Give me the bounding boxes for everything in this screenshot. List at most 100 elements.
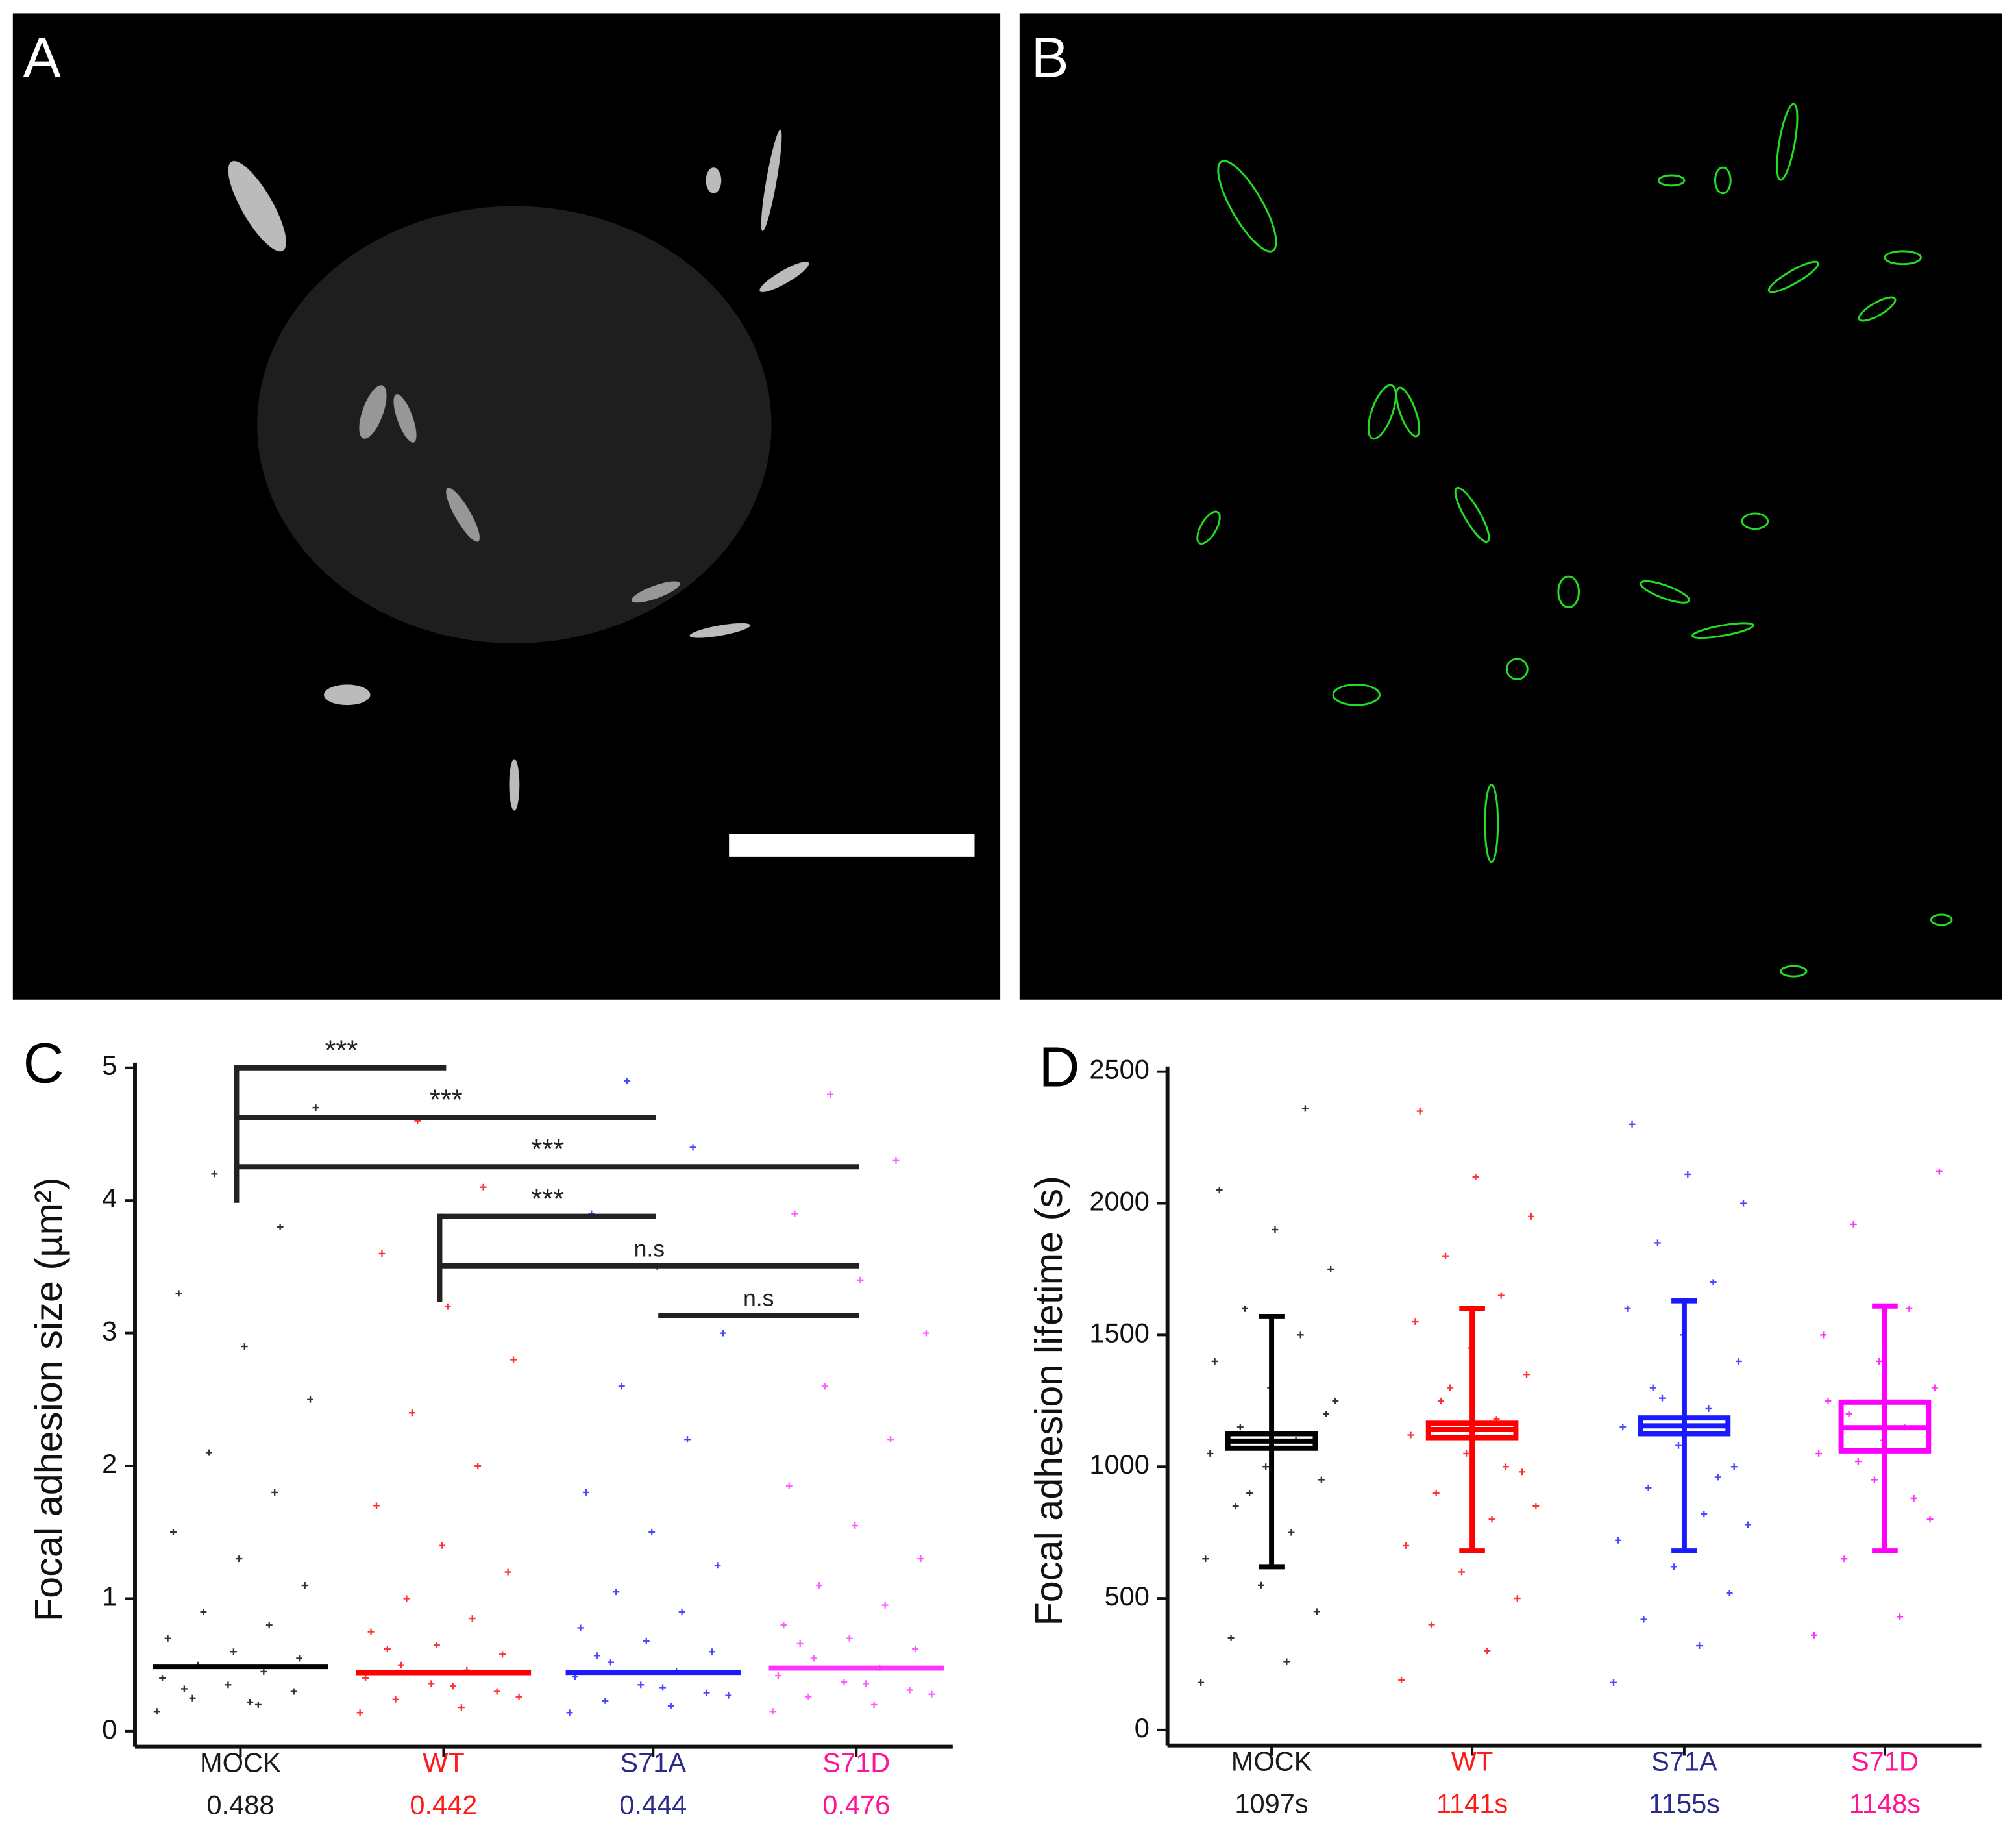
data-point (1649, 1384, 1656, 1391)
data-point (515, 1693, 522, 1700)
data-point (659, 1684, 667, 1691)
data-point (922, 1330, 929, 1337)
value-label: 0.488 (206, 1790, 274, 1820)
data-point (852, 1522, 859, 1529)
data-point (211, 1170, 218, 1178)
data-point (774, 1672, 781, 1679)
data-point (189, 1694, 196, 1702)
data-point (1211, 1357, 1218, 1365)
data-point (827, 1091, 834, 1098)
y-tick-label: 4 (102, 1183, 117, 1213)
y-tick-label: 2500 (1089, 1054, 1149, 1085)
data-point (805, 1693, 812, 1700)
value-label: 0.442 (410, 1790, 477, 1820)
category-label: S71D (822, 1747, 890, 1777)
data-point (1735, 1357, 1742, 1365)
data-point (821, 1383, 828, 1390)
panel-label: D (1039, 1036, 1080, 1099)
data-point (1845, 1411, 1852, 1418)
data-point (667, 1703, 674, 1709)
value-label: 0.444 (619, 1790, 687, 1820)
data-point (593, 1652, 600, 1659)
panel-label: B (1031, 27, 1069, 90)
data-point (1811, 1631, 1817, 1639)
data-point (277, 1224, 284, 1231)
data-point (1654, 1239, 1661, 1246)
data-point (1696, 1642, 1703, 1650)
data-point (1442, 1252, 1449, 1259)
data-point (1876, 1357, 1882, 1365)
data-point (637, 1681, 645, 1689)
category-label: MOCK (200, 1747, 281, 1777)
data-point (265, 1622, 273, 1629)
data-point (301, 1582, 308, 1589)
data-point (1514, 1595, 1521, 1602)
data-point (725, 1692, 732, 1699)
data-point (1670, 1563, 1677, 1570)
data-point (1523, 1371, 1530, 1378)
data-point (917, 1555, 924, 1563)
data-point (1313, 1608, 1320, 1615)
data-point (1327, 1265, 1334, 1272)
value-label: 1155s (1649, 1789, 1720, 1819)
data-point (1407, 1431, 1414, 1439)
data-point (1705, 1405, 1712, 1412)
micrograph-b (1019, 13, 2002, 1000)
data-point (863, 1680, 869, 1687)
data-point (1910, 1494, 1917, 1502)
data-point (271, 1489, 278, 1496)
data-point (1416, 1108, 1423, 1115)
data-point (1432, 1489, 1440, 1496)
data-point (1497, 1292, 1505, 1299)
data-point (408, 1409, 415, 1417)
data-point (709, 1648, 715, 1655)
data-point (1624, 1305, 1631, 1312)
data-point (643, 1637, 650, 1644)
data-point (689, 1144, 696, 1151)
data-point (624, 1078, 631, 1085)
significance-label: *** (325, 1035, 358, 1066)
y-tick-label: 2 (102, 1448, 117, 1479)
data-point (1615, 1537, 1622, 1544)
adhesion-signal (228, 129, 809, 811)
y-tick-label: 5 (102, 1050, 117, 1081)
data-point (1447, 1384, 1454, 1391)
data-point (1675, 1442, 1682, 1449)
data-point (1701, 1511, 1708, 1518)
significance-label: *** (531, 1183, 564, 1215)
data-point (1714, 1474, 1721, 1481)
data-point (870, 1702, 878, 1708)
data-point (1532, 1503, 1540, 1510)
data-point (1841, 1555, 1848, 1563)
cell-body (257, 206, 772, 644)
data-point (1246, 1489, 1253, 1496)
category-label: MOCK (1231, 1746, 1312, 1776)
value-label: 1097s (1235, 1789, 1308, 1819)
data-point (1297, 1331, 1304, 1339)
category-label: WT (423, 1747, 465, 1777)
data-point (469, 1615, 476, 1622)
data-point (1207, 1450, 1214, 1457)
y-axis-label: Focal adhesion size (µm²) (27, 1177, 70, 1622)
data-point (1684, 1170, 1691, 1178)
data-point (1745, 1521, 1752, 1528)
data-point (1659, 1394, 1666, 1402)
data-point (1283, 1658, 1290, 1665)
y-tick-label: 3 (102, 1316, 117, 1346)
data-point (1412, 1318, 1419, 1326)
data-point (398, 1661, 404, 1668)
data-point (1463, 1450, 1470, 1457)
data-point (392, 1696, 399, 1703)
data-point (857, 1276, 864, 1283)
data-point (290, 1688, 297, 1695)
data-point (684, 1436, 691, 1443)
data-point (577, 1624, 584, 1631)
data-point (1227, 1634, 1235, 1641)
data-point (296, 1655, 303, 1662)
data-point (892, 1157, 900, 1164)
data-point (474, 1463, 482, 1469)
data-point (1854, 1458, 1862, 1465)
data-point (906, 1687, 913, 1694)
data-point (159, 1675, 166, 1682)
data-point (1318, 1476, 1325, 1483)
